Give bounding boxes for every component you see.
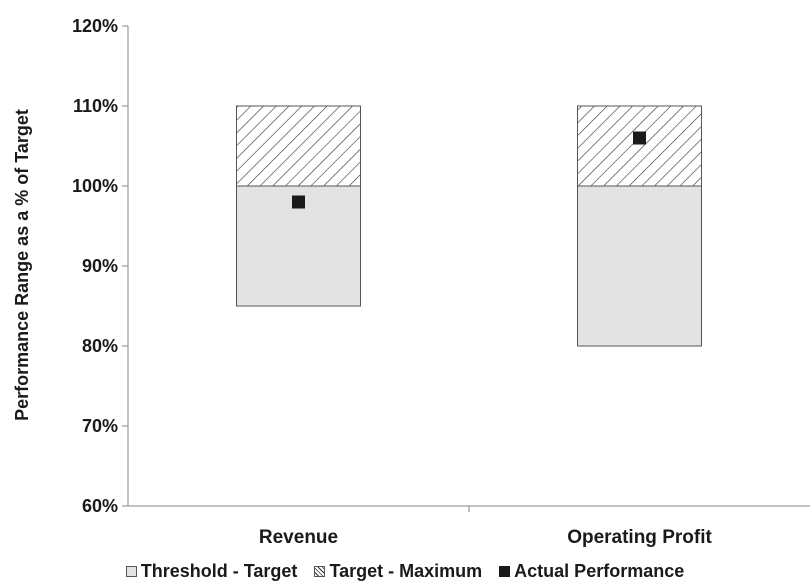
y-tick-label: 60% <box>82 496 118 516</box>
actual-performance-marker <box>292 195 305 209</box>
category-labels: Revenue Operating Profit <box>259 527 713 548</box>
y-tick-label: 100% <box>72 176 118 196</box>
legend-item-target-max: Target - Maximum <box>314 561 482 582</box>
hatched-swatch-icon <box>314 566 326 577</box>
y-tick-label: 120% <box>72 16 118 36</box>
legend-label: Target - Maximum <box>329 561 483 581</box>
category-label: Revenue <box>259 527 338 548</box>
axes: 60% 70% 80% 90% 100% 110% 120% <box>72 16 810 516</box>
legend-label: Threshold - Target <box>140 561 298 581</box>
category-label: Operating Profit <box>567 527 712 548</box>
square-marker-icon <box>499 566 511 577</box>
threshold-swatch-icon <box>125 566 137 577</box>
y-tick-label: 90% <box>82 256 118 276</box>
actual-performance-marker <box>633 131 646 145</box>
bar-target-maximum <box>236 105 361 187</box>
legend: Threshold - Target Target - Maximum Actu… <box>0 561 810 582</box>
legend-label: Actual Performance <box>514 561 685 581</box>
legend-item-threshold: Threshold - Target <box>125 561 298 582</box>
y-axis-title: Performance Range as a % of Target <box>12 109 32 421</box>
y-tick-label: 70% <box>82 416 118 436</box>
legend-item-actual: Actual Performance <box>499 561 684 582</box>
y-tick-label: 110% <box>73 96 118 116</box>
y-tick-label: 80% <box>82 336 118 356</box>
bar-threshold-target <box>577 185 702 347</box>
markers <box>292 131 646 209</box>
bar-target-maximum <box>577 105 702 187</box>
bars <box>236 105 702 347</box>
